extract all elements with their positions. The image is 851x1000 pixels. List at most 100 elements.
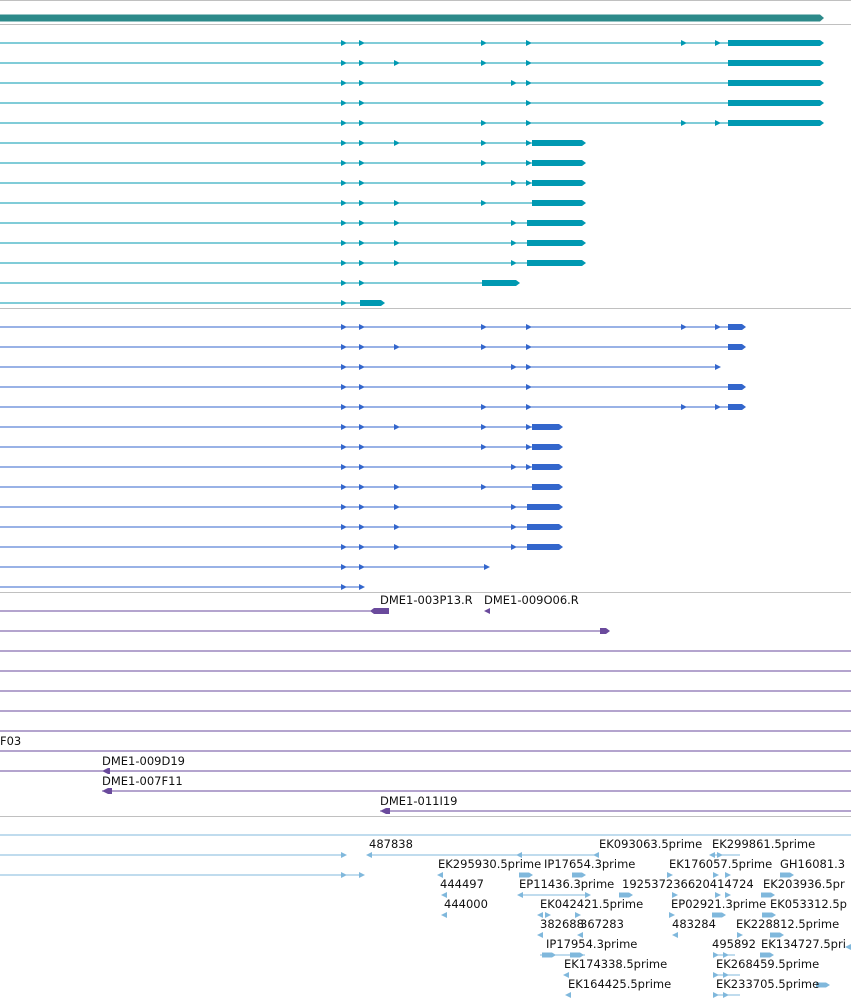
arrow-right-icon bbox=[681, 120, 687, 126]
arrow-right-icon bbox=[341, 484, 347, 490]
est-label[interactable]: IP17654.3prime bbox=[544, 857, 635, 871]
arrow-right-icon bbox=[341, 444, 347, 450]
arrow-right-icon bbox=[359, 80, 365, 86]
exon-block bbox=[761, 892, 775, 898]
clone-label[interactable]: DME1-003P13.R bbox=[380, 593, 473, 607]
arrow-left-icon bbox=[672, 932, 678, 938]
clone-label[interactable]: DME1-009D19 bbox=[102, 754, 185, 768]
arrow-right-icon bbox=[359, 180, 365, 186]
exon-block bbox=[527, 504, 563, 510]
exon-block bbox=[770, 932, 784, 938]
gene-track bbox=[0, 14, 824, 22]
exon-block bbox=[619, 892, 633, 898]
arrow-right-icon bbox=[341, 464, 347, 470]
arrow-right-icon bbox=[341, 140, 347, 146]
arrow-right-icon bbox=[341, 160, 347, 166]
est-label[interactable]: 444497 bbox=[440, 877, 484, 891]
clone-label[interactable]: DME1-009O06.R bbox=[484, 593, 579, 607]
arrow-right-icon bbox=[667, 872, 673, 878]
arrow-right-icon bbox=[394, 220, 400, 226]
est-label[interactable]: EK295930.5prime bbox=[438, 857, 541, 871]
exon-block bbox=[712, 912, 726, 918]
arrow-right-icon bbox=[481, 324, 487, 330]
est-label[interactable]: 444000 bbox=[444, 897, 488, 911]
arrow-right-icon bbox=[359, 140, 365, 146]
exon-block bbox=[762, 912, 776, 918]
arrow-left-icon bbox=[102, 768, 110, 774]
arrow-right-icon bbox=[341, 260, 347, 266]
arrow-right-icon bbox=[511, 80, 517, 86]
arrow-left-icon bbox=[102, 788, 112, 794]
arrow-right-icon bbox=[715, 364, 721, 370]
arrow-right-icon bbox=[394, 140, 400, 146]
exon-block bbox=[532, 444, 563, 450]
est-label[interactable]: IP17954.3prime bbox=[546, 937, 637, 951]
arrow-left-icon bbox=[484, 608, 490, 614]
arrow-right-icon bbox=[681, 404, 687, 410]
exon-block bbox=[728, 324, 746, 330]
est-label[interactable]: EK299861.5prime bbox=[712, 837, 815, 851]
est-track bbox=[0, 834, 851, 998]
arrow-right-icon bbox=[526, 364, 532, 370]
exon-block bbox=[780, 872, 794, 878]
est-label[interactable]: 382688 bbox=[540, 917, 584, 931]
arrow-right-icon bbox=[575, 912, 581, 918]
clone-label[interactable]: DME1-007F11 bbox=[102, 774, 183, 788]
est-label[interactable]: EK174338.5prime bbox=[564, 957, 667, 971]
est-label[interactable]: EK093063.5prime bbox=[599, 837, 702, 851]
arrow-right-icon bbox=[394, 260, 400, 266]
est-label[interactable]: GH16081.3 bbox=[780, 857, 845, 871]
est-label[interactable]: EK233705.5prime bbox=[716, 977, 819, 991]
arrow-right-icon bbox=[672, 892, 678, 898]
arrow-left-icon bbox=[441, 892, 447, 898]
arrow-right-icon bbox=[359, 160, 365, 166]
exon-block bbox=[728, 100, 824, 106]
arrow-right-icon bbox=[341, 40, 347, 46]
est-label[interactable]: EK053312.5p bbox=[770, 897, 847, 911]
arrow-right-icon bbox=[394, 60, 400, 66]
arrow-right-icon bbox=[526, 384, 532, 390]
est-label[interactable]: 192537236620414724 bbox=[622, 877, 754, 891]
exon-block bbox=[482, 280, 520, 286]
est-label[interactable]: 483284 bbox=[672, 917, 716, 931]
arrow-left-icon bbox=[370, 608, 389, 614]
exon-block bbox=[532, 200, 586, 206]
est-label[interactable]: EK203936.5pr bbox=[763, 877, 845, 891]
arrow-right-icon bbox=[481, 200, 487, 206]
est-label[interactable]: EP02921.3prime bbox=[671, 897, 766, 911]
arrow-left-icon bbox=[366, 852, 372, 858]
arrow-left-icon bbox=[441, 912, 447, 918]
arrow-right-icon bbox=[394, 424, 400, 430]
est-label[interactable]: EK268459.5prime bbox=[716, 957, 819, 971]
arrow-right-icon bbox=[715, 404, 721, 410]
est-label[interactable]: 487838 bbox=[369, 837, 413, 851]
arrow-right-icon bbox=[359, 584, 365, 590]
arrow-right-icon bbox=[341, 524, 347, 530]
arrow-right-icon bbox=[359, 60, 365, 66]
arrow-right-icon bbox=[481, 484, 487, 490]
arrow-right-icon bbox=[526, 424, 532, 430]
est-label[interactable]: EP11436.3prime bbox=[519, 877, 614, 891]
arrow-right-icon bbox=[717, 852, 723, 858]
clone-label[interactable]: DME1-011I19 bbox=[380, 794, 458, 808]
exon-block bbox=[519, 872, 533, 878]
arrow-right-icon bbox=[341, 300, 347, 306]
arrow-right-icon bbox=[341, 872, 347, 878]
exon-block bbox=[532, 424, 563, 430]
arrow-right-icon bbox=[394, 484, 400, 490]
est-label[interactable]: 495892 bbox=[712, 937, 756, 951]
arrow-right-icon bbox=[526, 100, 532, 106]
arrow-right-icon bbox=[526, 404, 532, 410]
exon-block bbox=[728, 344, 746, 350]
est-label[interactable]: EK164425.5prime bbox=[568, 977, 671, 991]
est-label[interactable]: 367283 bbox=[580, 917, 624, 931]
est-label[interactable]: EK042421.5prime bbox=[540, 897, 643, 911]
arrow-right-icon bbox=[394, 344, 400, 350]
arrow-right-icon bbox=[511, 504, 517, 510]
est-label[interactable]: EK228812.5prime bbox=[736, 917, 839, 931]
clone-label[interactable]: F03 bbox=[0, 734, 21, 748]
est-label[interactable]: EK176057.5prime bbox=[669, 857, 772, 871]
arrow-right-icon bbox=[394, 544, 400, 550]
est-label[interactable]: EK134727.5pri bbox=[761, 937, 846, 951]
arrow-right-icon bbox=[526, 160, 532, 166]
